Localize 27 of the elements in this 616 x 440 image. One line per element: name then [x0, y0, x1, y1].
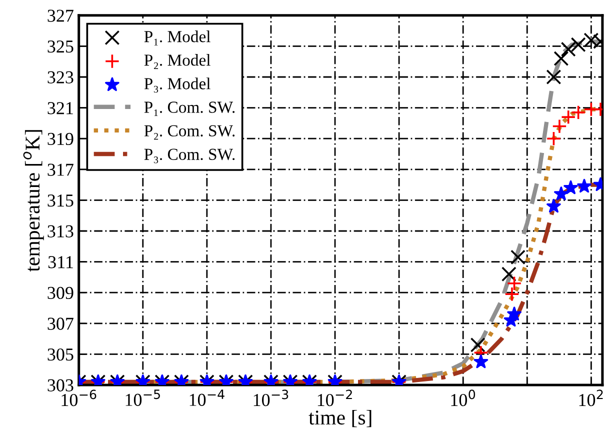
legend-label: P₁. Model [144, 30, 210, 46]
y-tick-label: 307 [48, 318, 74, 330]
y-tick-label: 323 [48, 71, 74, 84]
x-tick-label: 10$^{−3}$ [254, 390, 288, 406]
y-tick-label: 303 [48, 379, 74, 392]
y-tick-label: 311 [48, 256, 73, 268]
y-tick-label: 315 [48, 194, 74, 207]
y-axis-title: temperature [$^{o}$K] [23, 130, 44, 272]
y-tick-label: 309 [48, 286, 74, 300]
legend-label: P₃. Model [144, 78, 210, 93]
y-tick-label: 305 [48, 348, 74, 361]
y-tick-label: 327 [48, 10, 74, 22]
legend-label: P₁. Com. SW. [144, 102, 235, 116]
y-tick-label: 319 [48, 132, 74, 146]
x-tick-label: 10$^{−4}$ [190, 390, 224, 406]
y-tick-label: 313 [48, 225, 74, 238]
y-tick-label: 325 [48, 40, 74, 53]
x-tick-label: 10$^{−2}$ [318, 390, 352, 406]
y-tick-label: 321 [48, 102, 73, 114]
x-tick-label: 10$^{−5}$ [126, 390, 160, 406]
x-tick-label: 10$^{2}$ [579, 390, 603, 406]
legend-label: P₂. Com. SW. [144, 125, 235, 140]
x-tick-label: 10$^{0}$ [451, 390, 476, 406]
y-tick-label: 317 [48, 164, 74, 176]
x-axis-title: time [s] [308, 410, 372, 428]
legend-label: P₂. Model [144, 54, 210, 70]
legend-label: P₃. Com. SW. [144, 148, 235, 164]
